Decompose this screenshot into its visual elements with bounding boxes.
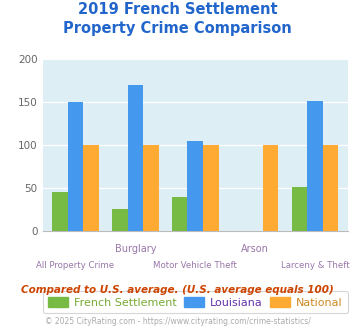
Bar bbox=[187, 141, 203, 231]
Bar bbox=[203, 145, 219, 231]
Text: Property Crime Comparison: Property Crime Comparison bbox=[63, 21, 292, 36]
Text: Arson: Arson bbox=[241, 244, 269, 254]
Text: 2019 French Settlement: 2019 French Settlement bbox=[78, 2, 277, 16]
Text: Larceny & Theft: Larceny & Theft bbox=[281, 261, 349, 270]
Bar bbox=[112, 209, 127, 231]
Text: Compared to U.S. average. (U.S. average equals 100): Compared to U.S. average. (U.S. average … bbox=[21, 285, 334, 295]
Bar bbox=[307, 101, 323, 231]
Bar bbox=[143, 145, 159, 231]
Bar bbox=[291, 187, 307, 231]
Bar bbox=[172, 197, 187, 231]
Bar bbox=[83, 145, 99, 231]
Bar bbox=[68, 102, 83, 231]
Legend: French Settlement, Louisiana, National: French Settlement, Louisiana, National bbox=[43, 291, 348, 313]
Bar bbox=[52, 191, 68, 231]
Bar bbox=[323, 145, 338, 231]
Text: All Property Crime: All Property Crime bbox=[37, 261, 115, 270]
Text: Motor Vehicle Theft: Motor Vehicle Theft bbox=[153, 261, 237, 270]
Bar bbox=[263, 145, 278, 231]
Text: © 2025 CityRating.com - https://www.cityrating.com/crime-statistics/: © 2025 CityRating.com - https://www.city… bbox=[45, 317, 310, 326]
Text: Burglary: Burglary bbox=[115, 244, 156, 254]
Bar bbox=[127, 85, 143, 231]
